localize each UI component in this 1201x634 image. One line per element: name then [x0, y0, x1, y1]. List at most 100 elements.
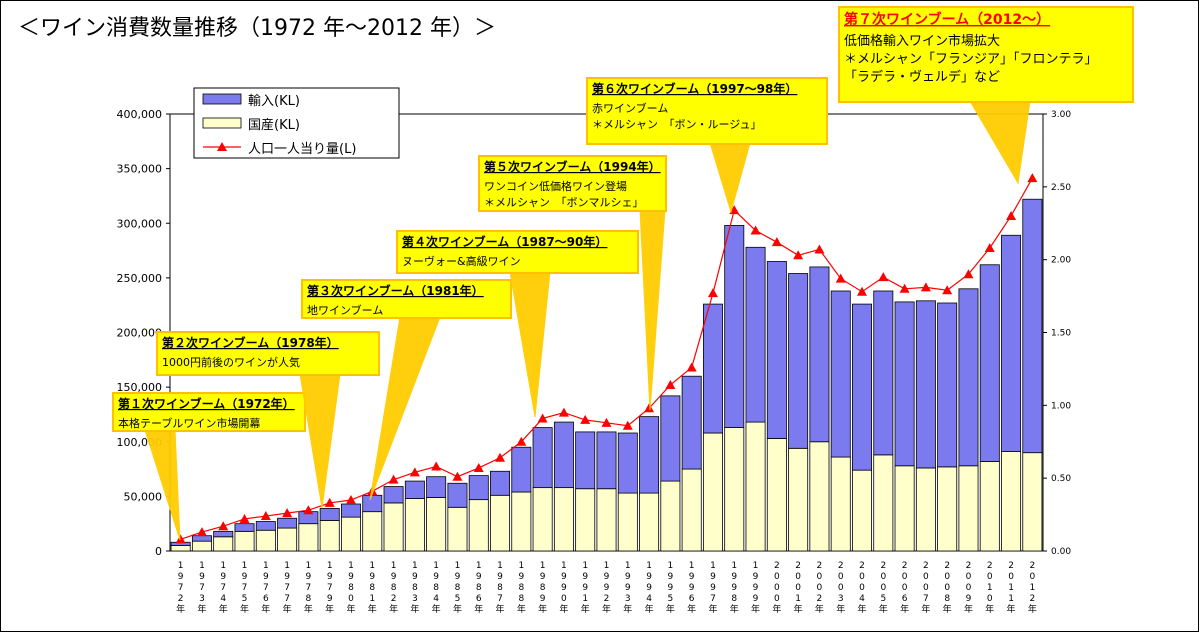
bar-domestic: [341, 516, 361, 552]
bar-import: [213, 530, 234, 538]
callout-pointer: [509, 271, 551, 418]
callout-box: [396, 230, 639, 274]
bar-domestic: [511, 491, 532, 552]
bar-import: [1022, 198, 1043, 454]
callout-title: 第７次ワインブーム（2012～）: [844, 11, 1050, 28]
bar-import: [937, 302, 958, 468]
bar-domestic: [788, 447, 809, 552]
callout-pointer: [144, 429, 181, 541]
bar-domestic: [766, 438, 787, 552]
callout-line: 1000円前後のワインが人気: [162, 355, 300, 369]
y-right-tick-label: 1.00: [1051, 401, 1071, 411]
per-capita-point: [750, 225, 761, 235]
per-capita-point: [771, 237, 782, 247]
bar-import: [724, 225, 745, 428]
bar-domestic: [277, 527, 298, 552]
bar-domestic: [639, 492, 660, 552]
per-capita-point: [793, 250, 804, 260]
bar-domestic: [532, 487, 553, 552]
y-left-tick-label: 400,000: [117, 108, 163, 121]
bar-import: [447, 482, 468, 508]
bar-import: [788, 273, 809, 449]
y-right-tick-label: 3.00: [1051, 110, 1071, 120]
bar-import: [362, 494, 383, 513]
legend-swatch-domestic: [202, 117, 242, 129]
y-right-tick-label: 2.00: [1051, 256, 1071, 266]
bar-domestic: [234, 530, 255, 552]
bar-domestic: [490, 494, 511, 552]
bar-domestic: [894, 465, 915, 552]
per-capita-point: [580, 414, 591, 424]
bar-domestic: [745, 421, 766, 552]
bar-domestic: [575, 488, 596, 552]
callout-title: 第４次ワインブーム（1987～90年）: [402, 234, 607, 249]
bar-domestic: [468, 499, 489, 552]
callout-box: [112, 392, 306, 432]
callout-pointer: [709, 142, 751, 214]
bar-domestic: [702, 432, 723, 552]
per-capita-point: [196, 527, 207, 537]
bar-import: [830, 290, 851, 458]
bar-import: [1001, 234, 1022, 452]
bar-import: [383, 486, 404, 504]
callout-pointer: [969, 100, 1031, 185]
callout-box: [156, 331, 380, 376]
callout-pointer: [369, 316, 441, 501]
bar-import: [255, 521, 276, 531]
per-capita-point: [835, 273, 846, 283]
bar-domestic: [319, 520, 340, 552]
bar-domestic: [958, 465, 979, 552]
callout-pointer: [639, 209, 666, 411]
bar-domestic: [979, 461, 1000, 552]
bar-domestic: [362, 511, 383, 552]
y-right-tick-label: 2.50: [1051, 183, 1071, 193]
page-title: ＜ワイン消費数量推移（1972 年～2012 年）＞: [18, 16, 496, 41]
per-capita-point: [452, 471, 463, 481]
bar-domestic: [1022, 452, 1043, 552]
per-capita-point: [899, 283, 910, 293]
bar-import: [319, 507, 340, 521]
per-capita-point: [963, 269, 974, 279]
bar-domestic: [617, 492, 638, 552]
per-capita-point: [601, 417, 612, 427]
callout-box: [586, 77, 828, 145]
bar-domestic: [830, 456, 851, 552]
callout-line: 「ラデラ・ヴェルデ」など: [844, 69, 1000, 85]
bar-import: [553, 421, 574, 489]
bar-domestic: [426, 497, 447, 552]
y-left-tick-label: 50,000: [124, 490, 163, 503]
bar-domestic: [404, 498, 425, 552]
per-capita-point: [686, 362, 697, 372]
per-capita-point: [558, 407, 569, 417]
callout-line: ヌーヴォー&高級ワイン: [402, 254, 521, 268]
per-capita-point: [984, 243, 995, 253]
bar-domestic: [915, 467, 936, 552]
bar-import: [894, 301, 915, 467]
